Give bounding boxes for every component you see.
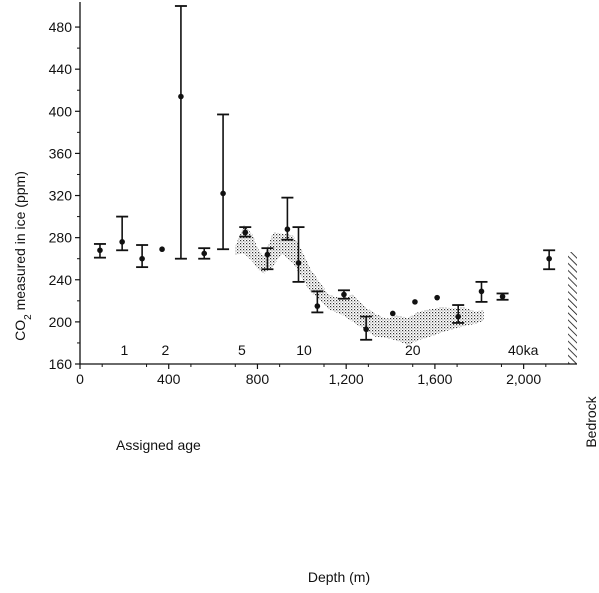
x-tick-label: 400	[157, 371, 181, 387]
y-tick-label: 440	[49, 61, 73, 77]
data-point	[242, 229, 249, 236]
age-marker-label: 2	[162, 342, 170, 358]
data-point	[264, 251, 271, 258]
data-point	[314, 303, 321, 309]
x-axis-title: Depth (m)	[308, 569, 370, 585]
y-tick-label: 400	[49, 103, 73, 119]
bedrock-label: Bedrock	[583, 395, 599, 447]
y-axis-title: CO2 measured in ice (ppm)	[12, 171, 34, 341]
data-point	[478, 288, 485, 295]
y-tick-label: 240	[49, 272, 73, 288]
data-point	[434, 294, 440, 301]
data-point	[455, 313, 462, 320]
y-axis-title-subscript: 2	[23, 314, 34, 320]
data-point	[499, 293, 506, 300]
data-point	[178, 93, 184, 100]
bedrock-hatch	[568, 252, 577, 364]
age-marker-label: 10	[296, 342, 312, 358]
data-point	[139, 255, 145, 262]
age-marker-label: 20	[405, 342, 421, 358]
y-tick-label: 360	[49, 145, 73, 161]
x-tick-label: 2,000	[506, 371, 541, 387]
assigned-age-annotation: Assigned age	[116, 437, 201, 453]
data-point	[119, 239, 125, 245]
y-tick-label: 320	[49, 188, 73, 204]
x-tick-label: 1,200	[329, 371, 364, 387]
data-point	[97, 247, 103, 254]
x-tick-label: 800	[246, 371, 270, 387]
data-point	[546, 255, 552, 262]
y-axis-title-main: CO	[12, 320, 28, 341]
shaded-band-layer	[235, 225, 484, 345]
data-points	[93, 5, 556, 341]
age-marker-label: 5	[238, 342, 246, 358]
y-tick-label: 480	[49, 19, 73, 35]
data-point	[220, 190, 226, 197]
data-point	[389, 310, 396, 317]
axes: 0 400 800 1,200 1,600 2,000 160 200 240 280 320 360…	[49, 2, 577, 387]
y-tick-label: 160	[49, 356, 73, 372]
y-tick-label: 280	[49, 230, 73, 246]
data-point	[363, 326, 369, 333]
data-point	[341, 291, 347, 298]
age-markers: 1 2 5 10 20 40ka	[120, 342, 538, 358]
y-axis-title-rest: measured in ice (ppm)	[12, 171, 28, 314]
data-point	[295, 260, 302, 266]
stippled-band	[235, 225, 484, 345]
data-point	[412, 299, 418, 305]
x-tick-label: 0	[76, 371, 84, 387]
y-tick-label: 200	[49, 314, 73, 330]
data-point	[159, 246, 165, 253]
age-marker-label: 1	[120, 342, 128, 358]
data-point	[201, 250, 208, 257]
age-marker-label: 40ka	[508, 342, 539, 358]
data-point	[284, 226, 291, 233]
x-tick-label: 1,600	[417, 371, 452, 387]
